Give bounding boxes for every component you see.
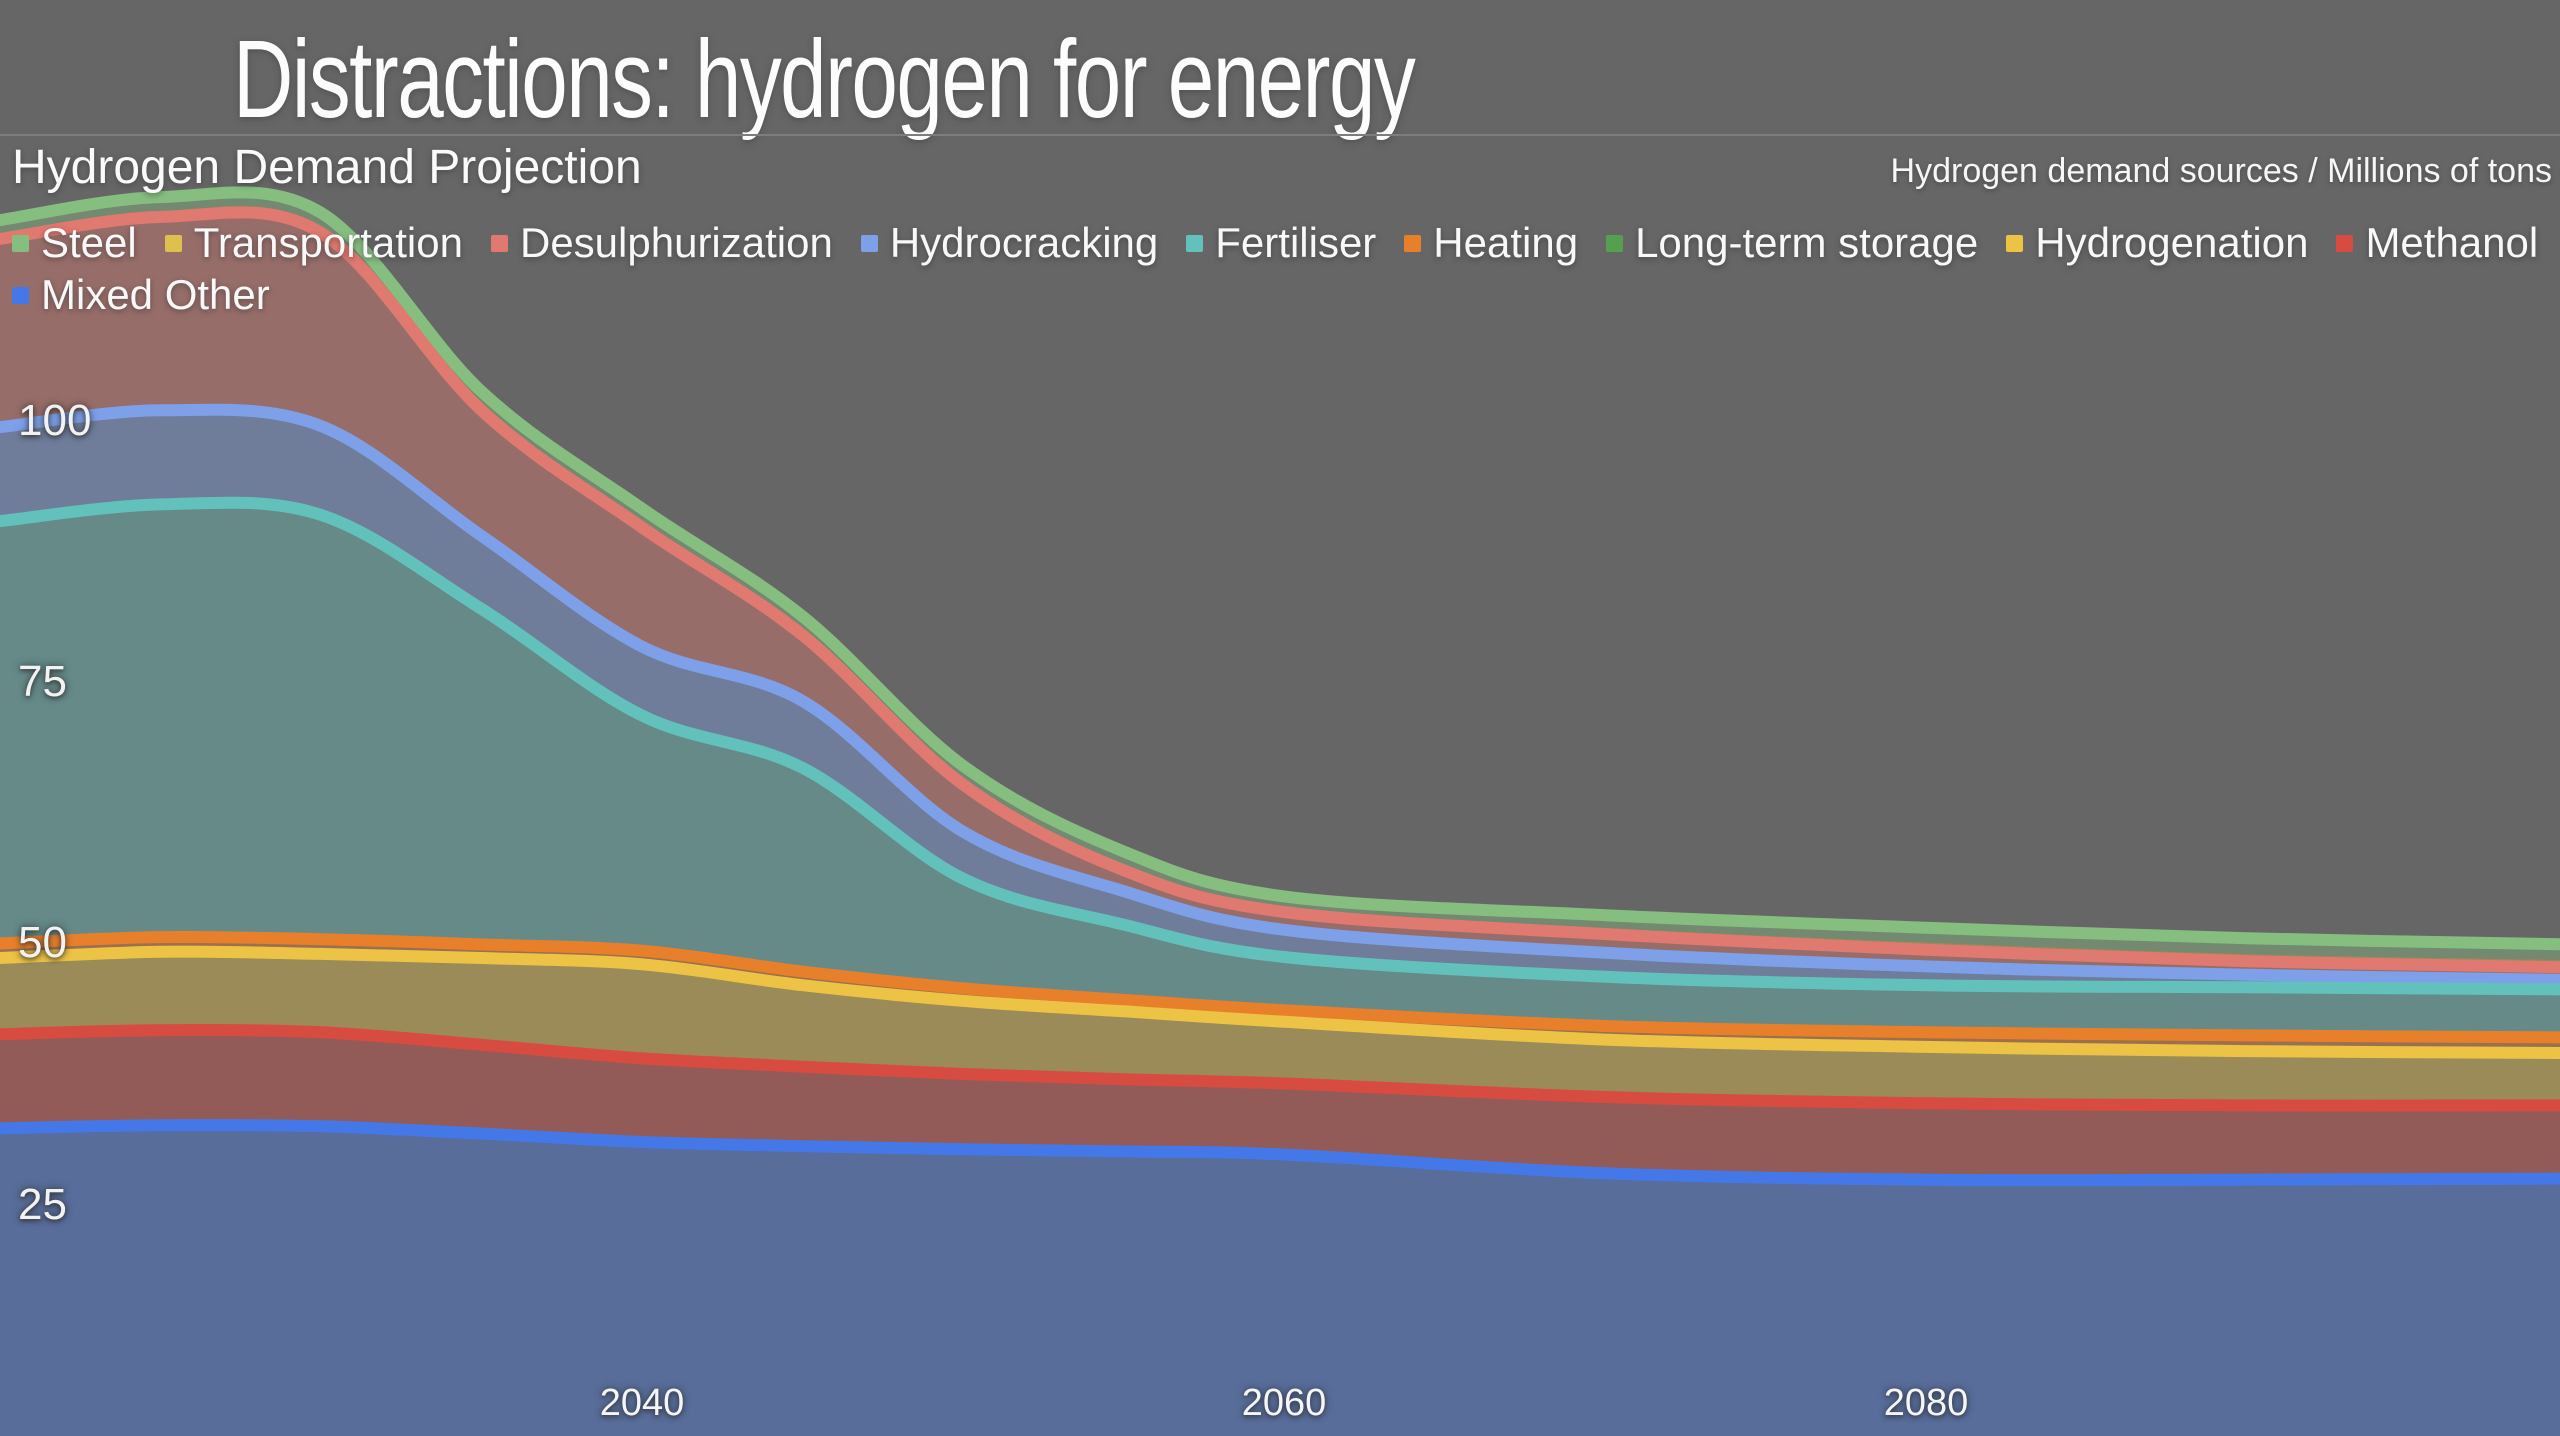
legend-label: Mixed Other (41, 271, 270, 318)
y-axis-tick-100: 100 (18, 395, 92, 445)
line-desulphurization (0, 206, 2560, 974)
area-mixed-other (0, 1125, 2560, 1436)
line-fertiliser (0, 496, 2560, 996)
line-hydrogenation (0, 945, 2560, 1060)
y-axis-tick-25: 25 (18, 1179, 67, 1229)
legend-label: Desulphurization (519, 219, 833, 266)
legend-swatch-icon (1186, 234, 1204, 252)
legend-item-heating: Heating (1404, 222, 1578, 264)
area-methanol (0, 1030, 2560, 1181)
chart-legend: Steel Transportation Desulphurization Hydro… (12, 222, 2556, 316)
line-methanol (0, 1024, 2560, 1112)
y-axis-tick-50: 50 (18, 918, 67, 968)
legend-swatch-icon (2006, 234, 2024, 252)
legend-label: Transportation (193, 219, 463, 266)
legend-item-hydrogenation: Hydrogenation (2006, 222, 2308, 264)
legend-item-mixed-other: Mixed Other (12, 274, 270, 316)
area-fertiliser (0, 502, 2560, 1038)
legend-label: Hydrocracking (889, 219, 1159, 266)
chart-title: Hydrogen Demand Projection (12, 141, 642, 194)
line-steel (0, 186, 2560, 951)
chart-unit-label: Hydrogen demand sources / Millions of to… (1890, 152, 2552, 190)
legend-label: Steel (41, 219, 137, 266)
slide-title: Distractions: hydrogen for energy (233, 18, 1416, 141)
area-hydrogenation (0, 951, 2560, 1106)
legend-item-methanol: Methanol (2336, 222, 2538, 264)
area-hydrocracking (0, 409, 2560, 990)
area-desulphurization (0, 212, 2560, 980)
legend-item-hydrocracking: Hydrocracking (860, 219, 1159, 266)
legend-item-steel: Steel (12, 222, 137, 264)
legend-item-fertiliser: Fertiliser (1186, 222, 1376, 264)
line-heating (0, 930, 2560, 1044)
x-axis-tick-2060: 2060 (1241, 1382, 1327, 1424)
legend-label: Methanol (2365, 219, 2539, 266)
line-hydrocracking (0, 403, 2560, 986)
legend-swatch-icon (860, 234, 878, 252)
legend-swatch-icon (12, 286, 29, 304)
legend-label: Fertiliser (1215, 219, 1377, 266)
legend-swatch-icon (1404, 234, 1422, 252)
legend-item-desulphurization: Desulphurization (490, 219, 833, 266)
legend-swatch-icon (1606, 234, 1624, 252)
legend-item-long-term-storage: Long-term storage (1606, 222, 1978, 264)
legend-swatch-icon (164, 234, 182, 252)
header-divider (0, 134, 2560, 136)
legend-item-transportation: Transportation (164, 219, 463, 266)
y-axis-tick-75: 75 (18, 657, 67, 707)
line-mixed-other (0, 1119, 2560, 1187)
legend-label: Hydrogenation (2035, 219, 2309, 266)
x-axis-tick-2080: 2080 (1883, 1382, 1969, 1424)
legend-swatch-icon (12, 234, 29, 252)
legend-swatch-icon (2336, 234, 2354, 252)
x-axis-tick-2040: 2040 (599, 1382, 685, 1424)
legend-label: Heating (1433, 219, 1579, 266)
legend-swatch-icon (490, 234, 508, 252)
legend-label: Long-term storage (1635, 219, 1979, 266)
